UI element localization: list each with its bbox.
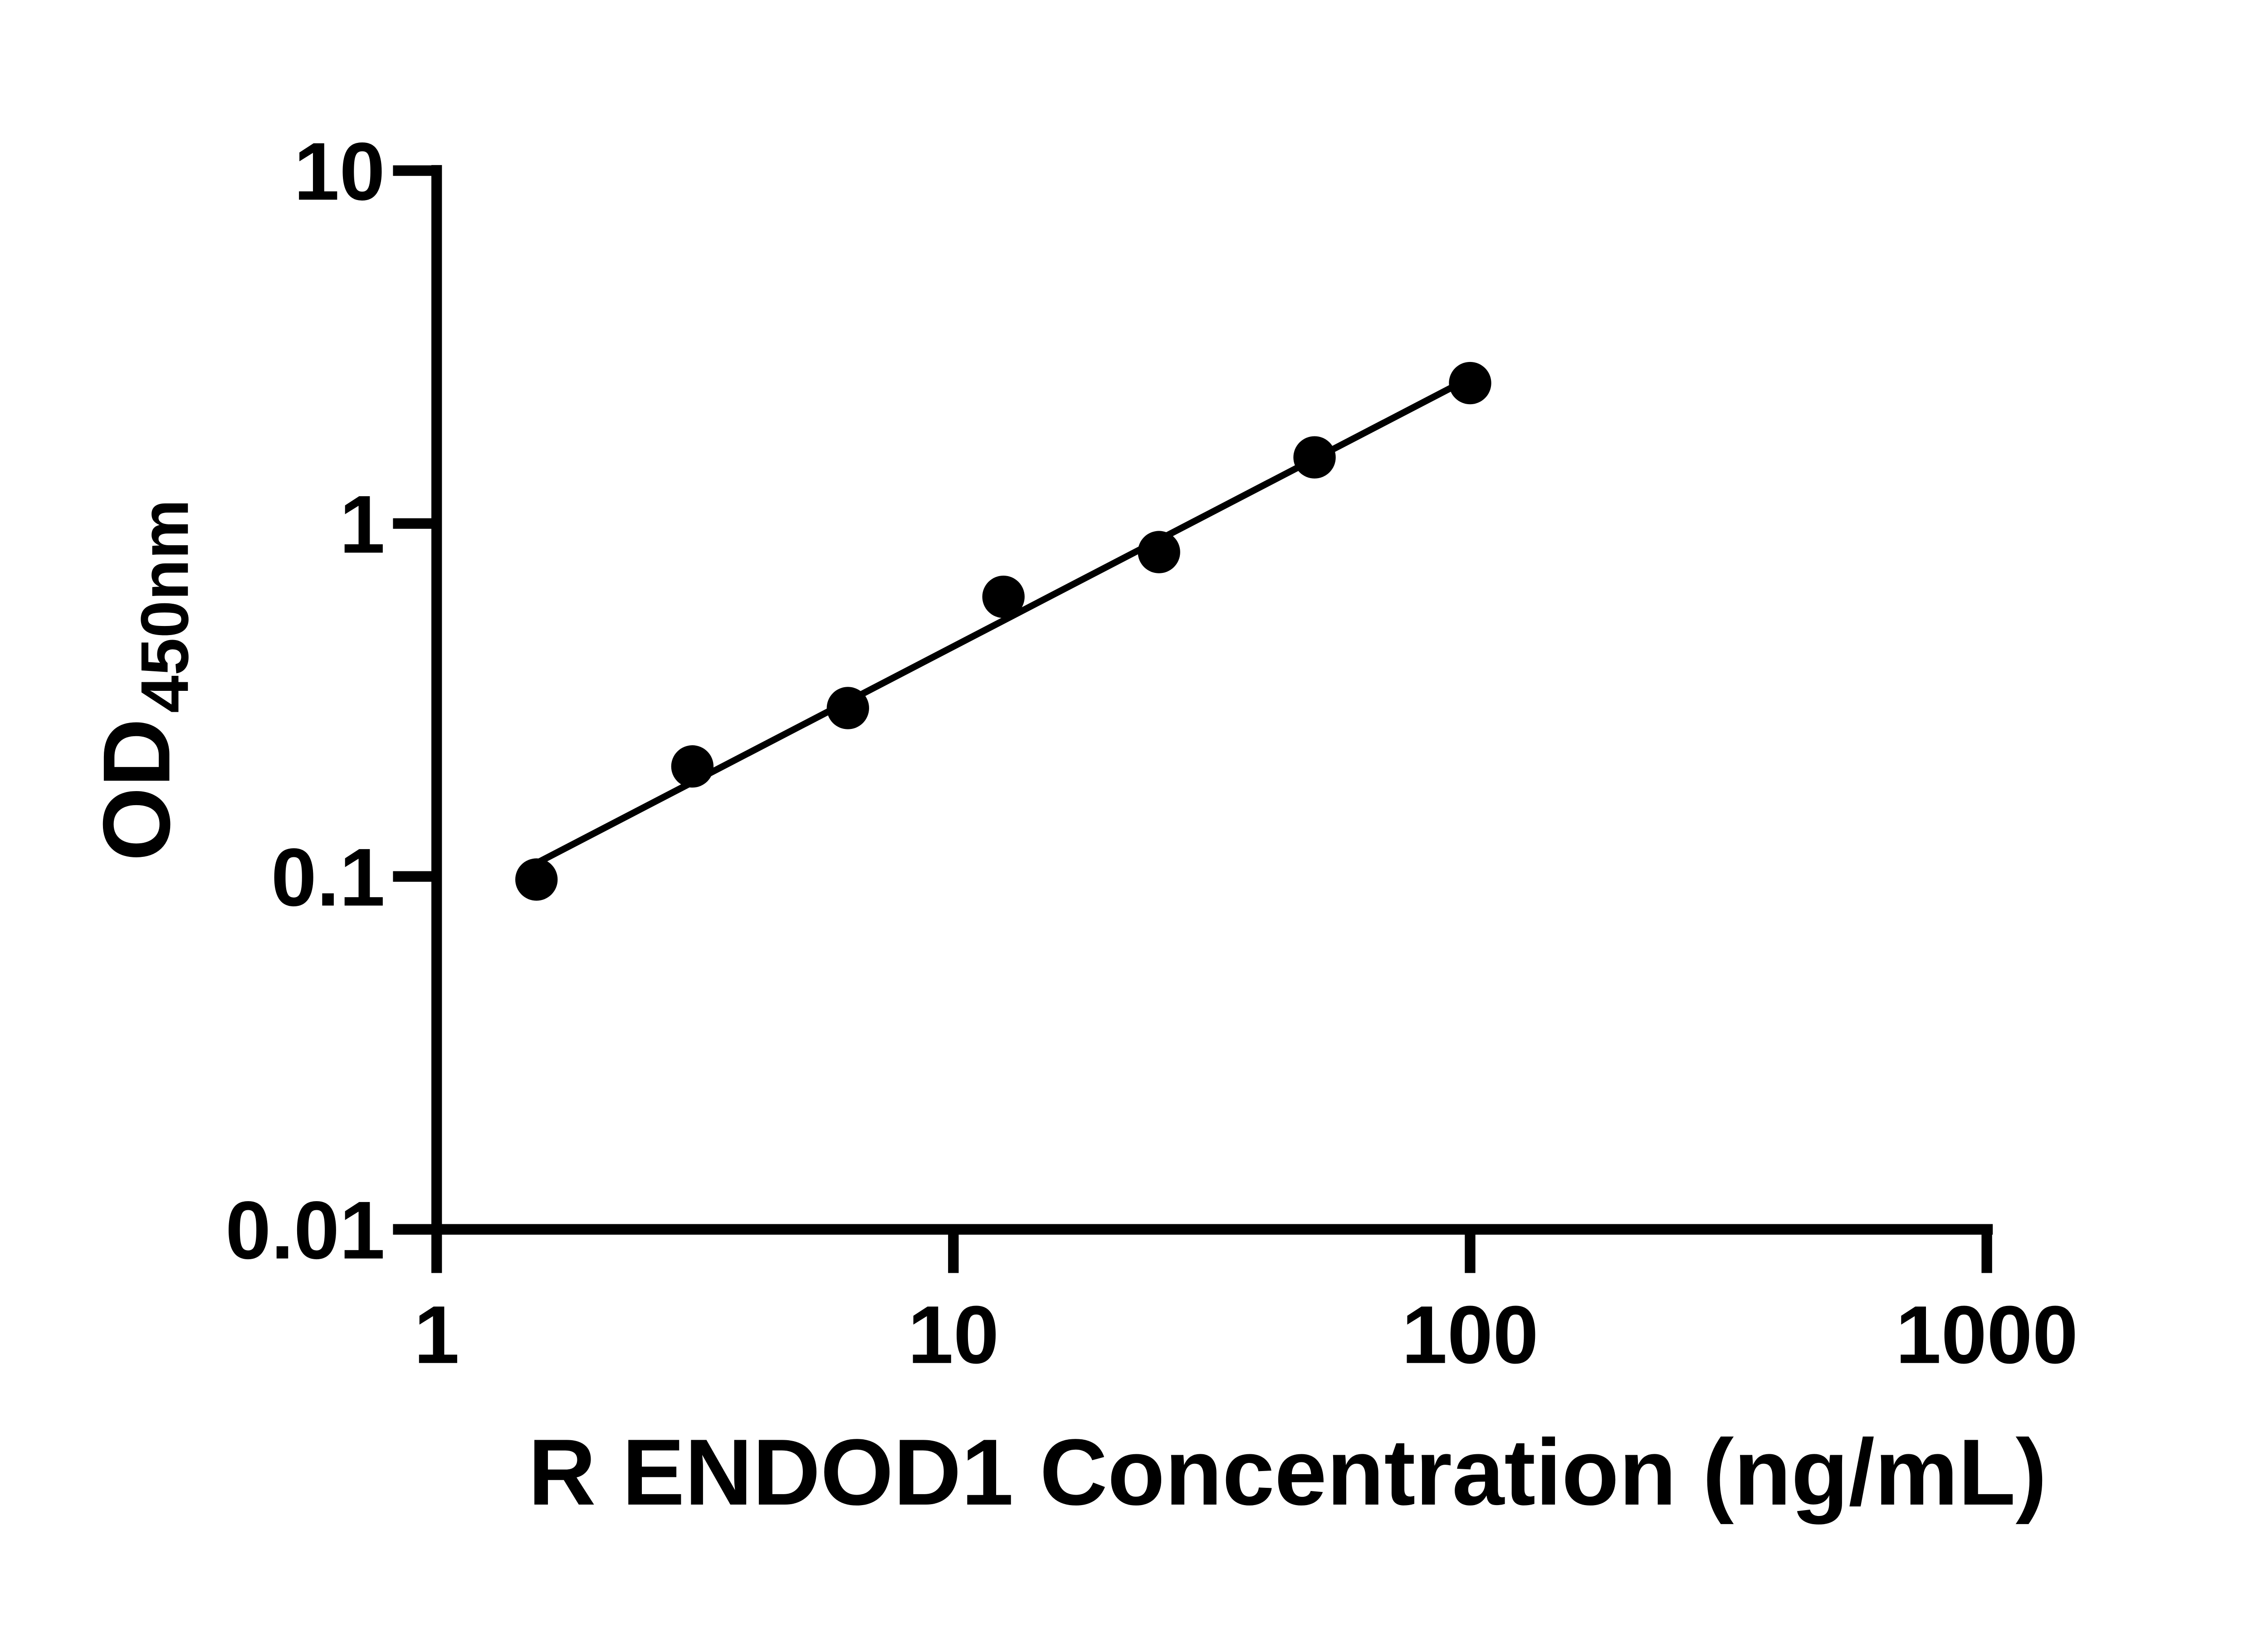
data-point [1293, 436, 1336, 479]
data-point [826, 687, 869, 729]
y-axis-title-main: OD [83, 719, 190, 861]
y-tick-label: 0.1 [271, 831, 385, 923]
y-axis-title-subscript: 450nm [127, 499, 202, 713]
data-point [1449, 362, 1491, 405]
data-point [515, 858, 558, 901]
y-axis-title: OD 450nm [83, 499, 202, 861]
y-tick-label: 0.01 [225, 1184, 385, 1276]
data-point [671, 745, 714, 788]
x-axis-title: R ENDOD1 Concentration (ng/mL) [528, 1420, 2047, 1525]
data-layer [515, 362, 1491, 901]
x-tick-label: 10 [908, 1289, 999, 1381]
x-tick-label: 1 [414, 1289, 459, 1381]
y-tick-label: 1 [339, 479, 385, 570]
data-point [982, 575, 1025, 618]
x-tick-label: 100 [1402, 1289, 1539, 1381]
data-point [1138, 531, 1180, 573]
x-tick-label: 1000 [1896, 1289, 2078, 1381]
y-tick-label: 10 [294, 126, 385, 217]
ticks-layer: 1 10 100 1000 10 1 0.1 0.01 [225, 126, 2078, 1380]
